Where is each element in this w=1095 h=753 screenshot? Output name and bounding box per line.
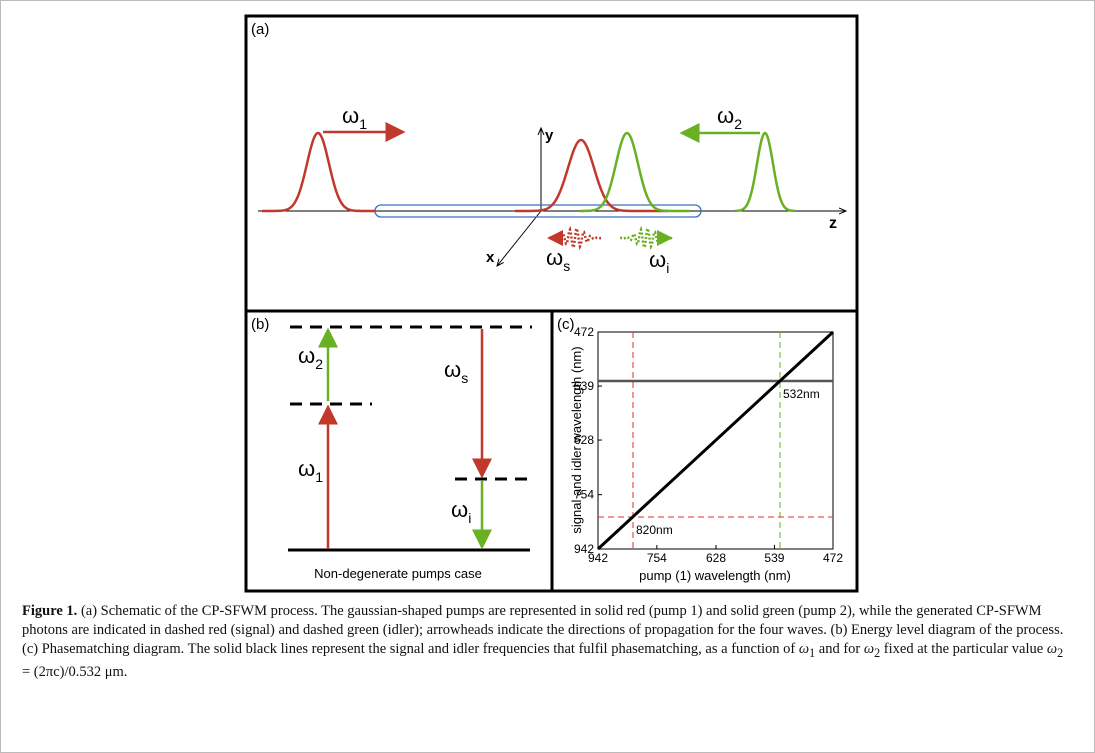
symbol: ω <box>342 103 359 128</box>
math-sub: 2 <box>874 645 881 660</box>
pulse <box>262 131 375 213</box>
omega-label: ω2 <box>298 343 323 372</box>
x-axis-label: pump (1) wavelength (nm) <box>639 568 791 583</box>
omega-label: ωs <box>546 245 570 274</box>
panel-label: (c) <box>557 316 575 333</box>
x-tick-label: 942 <box>588 551 608 565</box>
x-axis <box>497 210 542 266</box>
annotation: 820nm <box>636 523 673 537</box>
omega-label: ω1 <box>342 103 367 132</box>
math: ω <box>1046 641 1058 657</box>
panel-label: (a) <box>251 21 269 38</box>
omega-label: ω1 <box>298 456 323 485</box>
axis-label: x <box>486 249 495 266</box>
panel-b: (b) ω2 ω1 ωs ωi Non-degenerate pumps cas… <box>251 316 532 581</box>
y-tick-label: 942 <box>574 542 594 556</box>
symbol: ω <box>298 456 315 481</box>
y-tick-label: 754 <box>574 488 594 502</box>
math-sub: 1 <box>809 645 816 660</box>
subscript: s <box>461 370 468 386</box>
panel-label: (b) <box>251 316 269 333</box>
symbol: ω <box>717 103 734 128</box>
y-tick-label: 472 <box>574 325 594 339</box>
subscript: i <box>468 510 471 526</box>
caption-text: and for <box>815 641 864 657</box>
pulse <box>580 131 690 213</box>
math: ω <box>863 641 875 657</box>
axis-label: z <box>829 215 837 232</box>
panel-caption: Non-degenerate pumps case <box>314 566 482 581</box>
x-tick-label: 472 <box>823 551 843 565</box>
x-tick-label: 754 <box>647 551 667 565</box>
subscript: i <box>666 260 669 276</box>
subscript: 2 <box>734 116 742 132</box>
y-tick-label: 628 <box>574 433 594 447</box>
symbol: ω <box>546 245 563 270</box>
panel-c: (c) 532nm 820nm pump (1) wavelength (nm)… <box>557 316 843 583</box>
math-sub: 2 <box>1057 645 1064 660</box>
omega-label: ωi <box>451 497 471 526</box>
symbol: ω <box>451 497 468 522</box>
figure-caption: Figure 1. (a) Schematic of the CP-SFWM p… <box>22 602 1072 682</box>
subscript: 1 <box>359 116 367 132</box>
x-tick-label: 628 <box>706 551 726 565</box>
math: ω <box>798 641 810 657</box>
caption-text: fixed at the particular value <box>880 641 1047 657</box>
y-tick-label: 539 <box>574 379 594 393</box>
signal-line <box>596 330 835 551</box>
caption-label: Figure 1. <box>22 603 78 619</box>
omega-label: ω2 <box>717 103 742 132</box>
omega-label: ωs <box>444 357 468 386</box>
symbol: ω <box>298 343 315 368</box>
symbol: ω <box>444 357 461 382</box>
x-tick-label: 539 <box>764 551 784 565</box>
y-axis-label: signal and idler wavelength (nm) <box>569 346 584 533</box>
pulse <box>515 138 668 213</box>
subscript: 1 <box>315 469 323 485</box>
panel-a: (a) y z x ω1 ω2 ωs ωi <box>251 21 846 276</box>
axis-label: y <box>545 127 554 144</box>
subscript: s <box>563 258 570 274</box>
caption-text: = (2πc)/0.532 μm. <box>22 663 128 680</box>
subscript: 2 <box>315 356 323 372</box>
omega-label: ωi <box>649 247 669 276</box>
annotation: 532nm <box>783 387 820 401</box>
symbol: ω <box>649 247 666 272</box>
caption-text: (a) Schematic of the CP-SFWM process. Th… <box>22 603 1064 657</box>
pulse <box>735 131 795 213</box>
